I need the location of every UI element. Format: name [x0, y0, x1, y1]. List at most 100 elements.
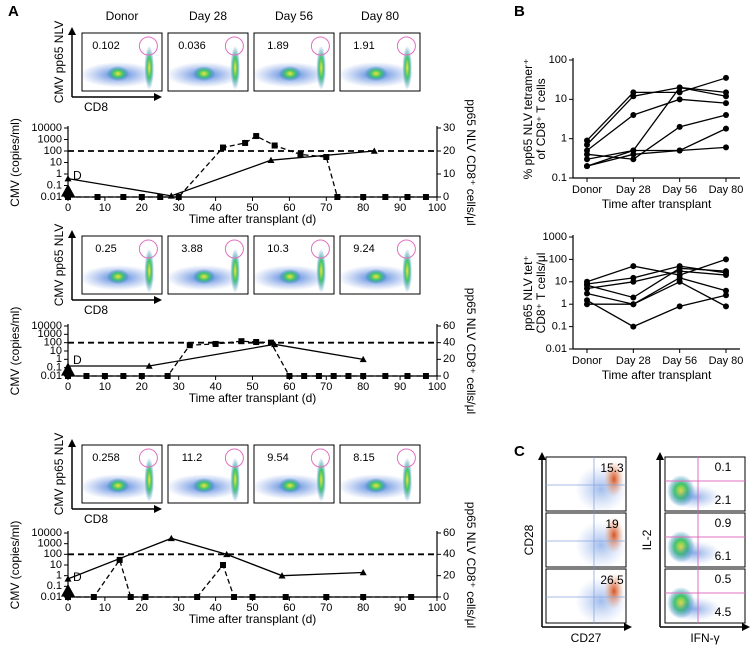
- y2-tick-label: 0: [443, 370, 449, 382]
- data-point: [723, 303, 729, 310]
- data-point: [404, 373, 411, 379]
- data-point: [83, 373, 90, 379]
- x-tick-label: 10: [99, 381, 111, 393]
- arrow-head: [538, 452, 546, 460]
- x-tick-label: Day 28: [616, 184, 651, 196]
- data-point: [278, 572, 286, 579]
- x-axis-label: CD8: [84, 100, 108, 114]
- y2-tick-label: 40: [443, 548, 455, 560]
- data-point: [94, 194, 101, 200]
- y-axis-label: of CD8⁺ T cells: [534, 78, 548, 159]
- x-axis-label: Time after transplant (d): [189, 212, 317, 226]
- data-point: [142, 594, 149, 600]
- data-point: [164, 373, 171, 379]
- arrow-head: [68, 230, 76, 238]
- donor-marker: [61, 584, 75, 597]
- gate-value: 4.5: [715, 605, 732, 619]
- x-tick-label: Donor: [572, 184, 602, 196]
- data-point: [584, 282, 590, 289]
- data-point: [249, 594, 256, 600]
- gate: [224, 448, 244, 468]
- y-axis-label: CD8⁺ T cells/μl: [534, 253, 548, 334]
- gate-value: 10.3: [267, 243, 288, 255]
- series-line: [586, 270, 727, 290]
- y2-tick-label: 30: [443, 122, 455, 134]
- cell-population: [364, 478, 388, 494]
- cell-population: [192, 478, 216, 494]
- data-point: [242, 139, 249, 146]
- data-point: [282, 594, 289, 600]
- y-axis-label: % pp65 NLV tetramer⁺: [521, 59, 535, 180]
- donor-marker: [61, 184, 75, 197]
- column-header: Day 80: [361, 9, 399, 23]
- series-line: [587, 281, 727, 307]
- x-tick-label: 0: [65, 381, 71, 393]
- y-tick-label: 10: [50, 559, 62, 571]
- cell-population: [402, 45, 413, 90]
- column-header: Day 56: [275, 9, 313, 23]
- cell-population: [316, 45, 327, 90]
- x-tick-label: 60: [283, 202, 295, 214]
- data-point: [267, 339, 274, 346]
- cell-population: [604, 461, 624, 497]
- cell-population: [669, 597, 721, 621]
- gate: [310, 448, 330, 468]
- gate-value: 1.91: [353, 40, 374, 52]
- gate-value: 11.2: [182, 452, 203, 464]
- data-point: [64, 175, 72, 182]
- data-point: [101, 373, 108, 379]
- arrow-head: [154, 505, 162, 513]
- x-tick-label: 40: [209, 381, 221, 393]
- y-tick-label: 10000: [31, 122, 62, 134]
- x-tick-label: 30: [173, 602, 185, 614]
- y-tick-label: 0.1: [552, 172, 567, 184]
- y-tick-label: 0.1: [47, 179, 62, 191]
- y-axis-label: IL-2: [640, 529, 654, 550]
- y-axis-label: CMV (copies/ml): [8, 521, 22, 610]
- arrow-head: [154, 93, 162, 101]
- data-point: [676, 96, 683, 103]
- arrow-head: [68, 27, 76, 35]
- data-point: [315, 373, 322, 379]
- gate: [224, 36, 244, 56]
- data-point: [145, 362, 153, 369]
- data-point: [323, 154, 330, 161]
- gate-value: 19: [605, 517, 619, 531]
- x-tick-label: 10: [99, 202, 111, 214]
- y-tick-label: 0.1: [47, 580, 62, 592]
- data-point: [330, 373, 337, 379]
- data-point: [359, 568, 367, 576]
- data-point: [408, 594, 415, 600]
- x-tick-label: Day 80: [709, 355, 744, 367]
- cell-population: [604, 517, 624, 553]
- annotation: D: [73, 353, 82, 367]
- data-point: [360, 594, 367, 600]
- data-point: [186, 342, 193, 349]
- data-point: [359, 355, 367, 363]
- cell-population: [192, 269, 216, 285]
- data-point: [323, 594, 330, 600]
- data-point: [64, 362, 72, 369]
- y-tick-label: 1: [56, 168, 62, 180]
- data-point: [723, 74, 729, 81]
- data-point: [630, 294, 637, 301]
- y-axis-label: CMV pp65 NLV: [52, 433, 66, 515]
- arrow-head: [68, 439, 76, 447]
- data-point: [584, 301, 590, 308]
- y-tick-label: 0.01: [546, 343, 567, 355]
- data-point: [676, 278, 683, 285]
- y-axis-label: pp65 NLV tet⁺: [521, 255, 535, 331]
- series-line: [586, 86, 727, 146]
- data-point: [404, 194, 411, 200]
- data-point: [676, 84, 683, 91]
- gate-value: 0.1: [715, 460, 732, 474]
- x-tick-label: 70: [320, 381, 332, 393]
- data-point: [422, 194, 429, 200]
- data-point: [723, 287, 729, 294]
- series-line: [67, 537, 364, 580]
- x-tick-label: 30: [173, 381, 185, 393]
- data-point: [584, 141, 590, 148]
- series-line: [586, 98, 727, 152]
- data-point: [271, 142, 278, 149]
- gate: [310, 36, 330, 56]
